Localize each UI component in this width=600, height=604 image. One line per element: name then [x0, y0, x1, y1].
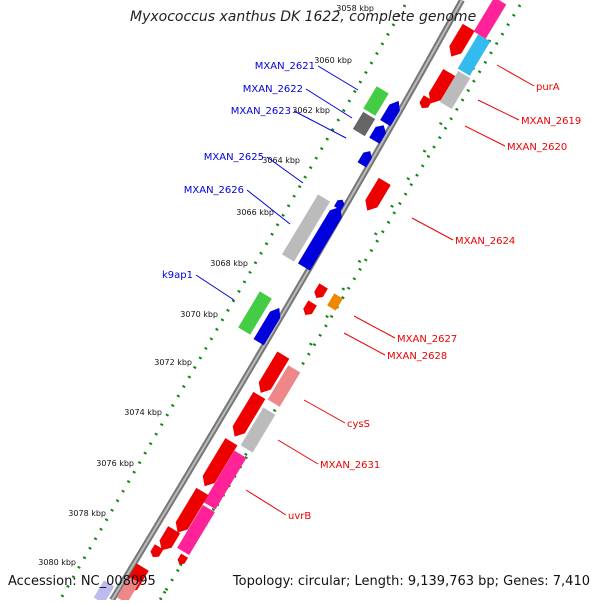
gene-feature-small[interactable] [177, 553, 189, 565]
gene-feature-grey[interactable] [240, 407, 276, 453]
leader-line [305, 88, 353, 119]
gene-feature-uvrb[interactable] [203, 450, 247, 510]
inner-dotted-ring [58, 4, 407, 601]
gene-feature-light[interactable] [116, 576, 140, 604]
gene-feature[interactable] [380, 100, 400, 127]
leader-line [245, 489, 287, 516]
gene-feature-small[interactable] [333, 199, 345, 211]
gene-feature[interactable] [175, 487, 209, 533]
scale-tick-label: 3070 kbp [180, 310, 218, 319]
gene-feature-mxan-2622[interactable] [352, 111, 376, 137]
leader-line [411, 217, 454, 241]
scale-tick-label: 3068 kbp [210, 259, 248, 268]
gene-labels: MXAN_2621 MXAN_2622 MXAN_2623 MXAN_2625 MXAN… [162, 61, 581, 522]
scale-tick-label: 3076 kbp [96, 459, 134, 468]
scale-tick-label: 3072 kbp [154, 358, 192, 367]
gene-feature[interactable] [253, 307, 281, 346]
feature-layer [93, 0, 507, 604]
scale-tick-label: 3062 kbp [292, 106, 330, 115]
gene-feature-mxan-2631[interactable] [202, 438, 238, 487]
gene-feature-small[interactable] [150, 544, 164, 558]
gene-label-mxan_2624[interactable]: MXAN_2624 [455, 236, 515, 247]
scale-tick-label: 3080 kbp [38, 558, 76, 567]
scale-tick-label: 3058 kbp [336, 4, 374, 13]
gene-label-mxan_2622[interactable]: MXAN_2622 [243, 84, 303, 95]
gene-feature-light-blue[interactable] [93, 580, 115, 604]
gene-feature-uvrb-2[interactable] [177, 504, 215, 556]
gene-feature-mxan-2623[interactable] [369, 125, 386, 144]
gene-feature-cyan[interactable] [457, 34, 491, 76]
gene-feature-mxan-2628[interactable] [303, 300, 317, 316]
gene-label-mxan_2626[interactable]: MXAN_2626 [184, 185, 244, 196]
scale-ticks: 3058 kbp 3060 kbp 3062 kbp 3064 kbp 3066 kbp… [38, 4, 374, 567]
gene-feature-mxan-2627[interactable] [314, 283, 328, 299]
gene-feature-k9ap1[interactable] [238, 291, 272, 335]
scale-tick-label: 3066 kbp [236, 208, 274, 217]
gene-label-mxan_2625[interactable]: MXAN_2625 [204, 152, 264, 163]
gene-label-k9ap1[interactable]: k9ap1 [162, 270, 193, 281]
scale-tick-label: 3060 kbp [314, 56, 352, 65]
scale-tick-label: 3078 kbp [68, 509, 106, 518]
gene-label-cyss[interactable]: cysS [347, 419, 370, 430]
leader-line [477, 99, 520, 121]
gene-feature-mxan-2626-grey[interactable] [281, 194, 331, 262]
gene-label-uvrb[interactable]: uvrB [288, 511, 311, 522]
scale-tick-label: 3064 kbp [262, 156, 300, 165]
genome-backbone-highlight [111, 0, 463, 601]
leader-line [496, 64, 535, 87]
leader-line [464, 125, 506, 147]
leader-line [266, 156, 304, 184]
map-title: Myxococcus xanthus DK 1622, complete gen… [130, 9, 477, 25]
leader-line [353, 315, 396, 339]
leader-line [303, 399, 346, 424]
gene-feature-orange[interactable] [327, 293, 343, 311]
gene-feature[interactable] [258, 351, 290, 393]
gene-feature-cyss[interactable] [232, 391, 266, 437]
scale-tick-label: 3074 kbp [124, 408, 162, 417]
leader-line [246, 189, 291, 225]
leader-line [343, 332, 386, 356]
leader-line [277, 439, 319, 465]
leader-line [195, 274, 235, 301]
gene-feature-cyss-light[interactable] [267, 365, 301, 407]
gene-feature[interactable] [449, 23, 475, 57]
gene-feature-mxan-2621[interactable] [363, 86, 389, 116]
gene-feature-pink[interactable] [473, 0, 507, 39]
gene-label-mxan_2627[interactable]: MXAN_2627 [397, 334, 457, 345]
gene-label-pura[interactable]: purA [536, 82, 560, 93]
gene-label-mxan_2619[interactable]: MXAN_2619 [521, 116, 581, 127]
gene-feature-mxan-2626[interactable] [297, 206, 342, 271]
leader-line [293, 110, 347, 139]
gene-label-mxan_2628[interactable]: MXAN_2628 [387, 351, 447, 362]
gene-feature-mxan-2624[interactable] [365, 177, 391, 211]
gene-feature-small[interactable] [419, 95, 433, 109]
gene-feature[interactable] [428, 68, 456, 104]
topology-text: Topology: circular; Length: 9,139,763 bp… [232, 574, 590, 589]
gene-label-mxan_2623[interactable]: MXAN_2623 [231, 106, 291, 117]
gene-label-mxan_2621[interactable]: MXAN_2621 [255, 61, 315, 72]
gene-label-mxan_2631[interactable]: MXAN_2631 [320, 460, 380, 471]
gene-feature[interactable] [159, 526, 181, 551]
gene-feature-grey[interactable] [439, 70, 471, 110]
leader-line [317, 65, 359, 91]
gene-label-mxan_2620[interactable]: MXAN_2620 [507, 142, 567, 153]
gene-feature-mxan-2625[interactable] [357, 151, 372, 168]
accession-text: Accession: NC_008095 [8, 574, 156, 589]
